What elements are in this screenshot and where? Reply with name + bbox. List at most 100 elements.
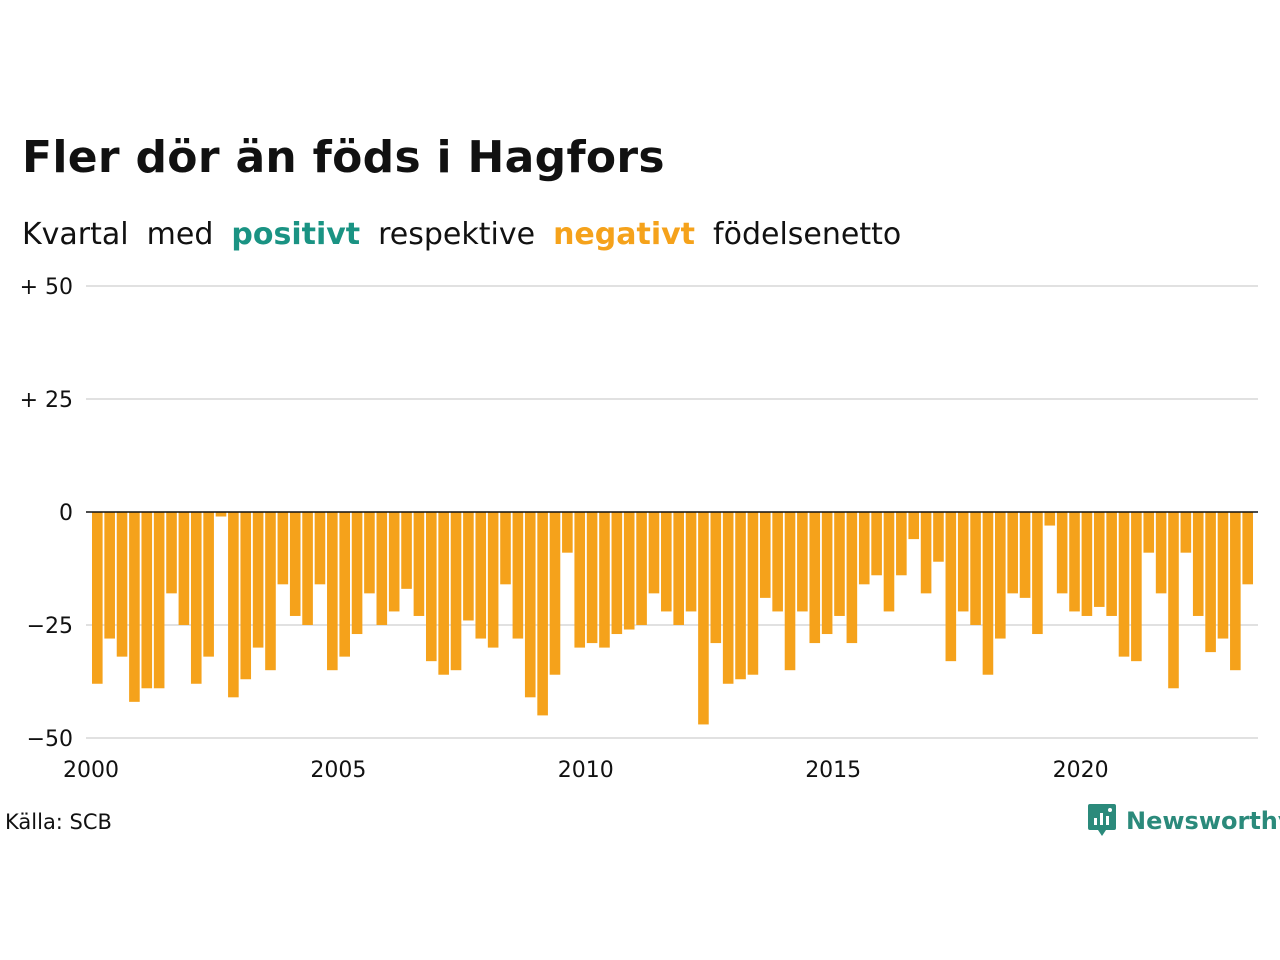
bar [487, 512, 499, 648]
bar [661, 512, 672, 612]
bar [722, 512, 734, 684]
brand-name: Newsworthy [1126, 807, 1280, 835]
y-tick-label: −50 [27, 727, 73, 752]
bar [883, 512, 895, 612]
x-tick-label: 2010 [558, 758, 614, 783]
bar [1081, 512, 1093, 616]
bar [475, 512, 487, 639]
bar [710, 512, 722, 644]
subtitle-word: födelsenetto [713, 217, 902, 252]
bar [401, 512, 412, 589]
bar [252, 512, 264, 648]
subtitle-word: Kvartal [22, 217, 129, 252]
bar-chart: + 50 + 25 0 −25 −50 2000 2005 2010 2015 2020 [20, 275, 1258, 783]
bar [364, 512, 375, 594]
bar [240, 512, 252, 680]
bar [1056, 512, 1068, 594]
bar [698, 512, 709, 725]
bar [438, 512, 449, 675]
bar [834, 512, 845, 616]
bar [549, 512, 561, 675]
bar [1131, 512, 1142, 662]
bar [623, 512, 635, 630]
bar [376, 512, 388, 625]
axes: + 50 + 25 0 −25 −50 2000 2005 2010 2015 2020 [20, 275, 1258, 783]
bar [871, 512, 882, 576]
bar [277, 512, 289, 585]
bar [1044, 512, 1056, 526]
bar [1106, 512, 1117, 616]
bar [339, 512, 350, 657]
bar [933, 512, 944, 562]
bar [203, 512, 214, 657]
bar [995, 512, 1006, 639]
bar [265, 512, 276, 671]
x-tick-label: 2000 [63, 758, 119, 783]
bar [524, 512, 536, 698]
bar [1230, 512, 1241, 671]
subtitle-word: med [146, 217, 214, 252]
bar [512, 512, 524, 639]
newsworthy-logo-icon [1088, 804, 1116, 836]
x-tick-label: 2020 [1053, 758, 1109, 783]
bar [1205, 512, 1216, 653]
bar [1143, 512, 1155, 553]
brand-logo[interactable]: Newsworthy [1088, 804, 1280, 838]
bar [1192, 512, 1204, 616]
bar [920, 512, 932, 594]
bar [1242, 512, 1254, 585]
x-tick-label: 2015 [805, 758, 861, 783]
bar [327, 512, 338, 671]
bar [1180, 512, 1192, 553]
bar [413, 512, 425, 616]
bar [166, 512, 177, 594]
bar [772, 512, 783, 612]
bar [636, 512, 647, 625]
bar [1069, 512, 1080, 612]
bar [190, 512, 202, 684]
bar [116, 512, 128, 657]
bar [735, 512, 746, 680]
chart-subtitle: Kvartal med positivt respektive negativt föde… [22, 217, 919, 252]
bar [945, 512, 957, 662]
bar [821, 512, 833, 635]
bar [228, 512, 239, 698]
x-tick-label: 2005 [310, 758, 366, 783]
subtitle-positive: positivt [231, 217, 361, 252]
bar [858, 512, 870, 585]
bar [599, 512, 610, 648]
bar [1168, 512, 1179, 689]
bar [1217, 512, 1229, 639]
bar [797, 512, 808, 612]
source-note: Källa: SCB [5, 810, 112, 834]
bar [982, 512, 994, 675]
y-tick-label: 0 [59, 501, 73, 526]
bar [846, 512, 858, 644]
bar [896, 512, 907, 576]
bar [450, 512, 462, 671]
bar [425, 512, 437, 662]
bar [562, 512, 573, 553]
y-tick-label: + 25 [20, 388, 73, 413]
bar [463, 512, 474, 621]
y-tick-label: −25 [27, 614, 73, 639]
bar [104, 512, 115, 639]
bar [215, 512, 227, 517]
bar [611, 512, 623, 635]
bar [1019, 512, 1031, 598]
bars [92, 512, 1254, 725]
bar [178, 512, 190, 625]
bar [574, 512, 586, 648]
bar [351, 512, 363, 635]
y-tick-label: + 50 [20, 275, 73, 300]
grid-lines [86, 285, 1258, 739]
bar [970, 512, 981, 625]
bar [129, 512, 140, 702]
bar [1118, 512, 1130, 657]
bar [314, 512, 326, 585]
bar [809, 512, 821, 644]
bar [141, 512, 153, 689]
bar [957, 512, 969, 612]
bar [1093, 512, 1105, 607]
bar [388, 512, 400, 612]
